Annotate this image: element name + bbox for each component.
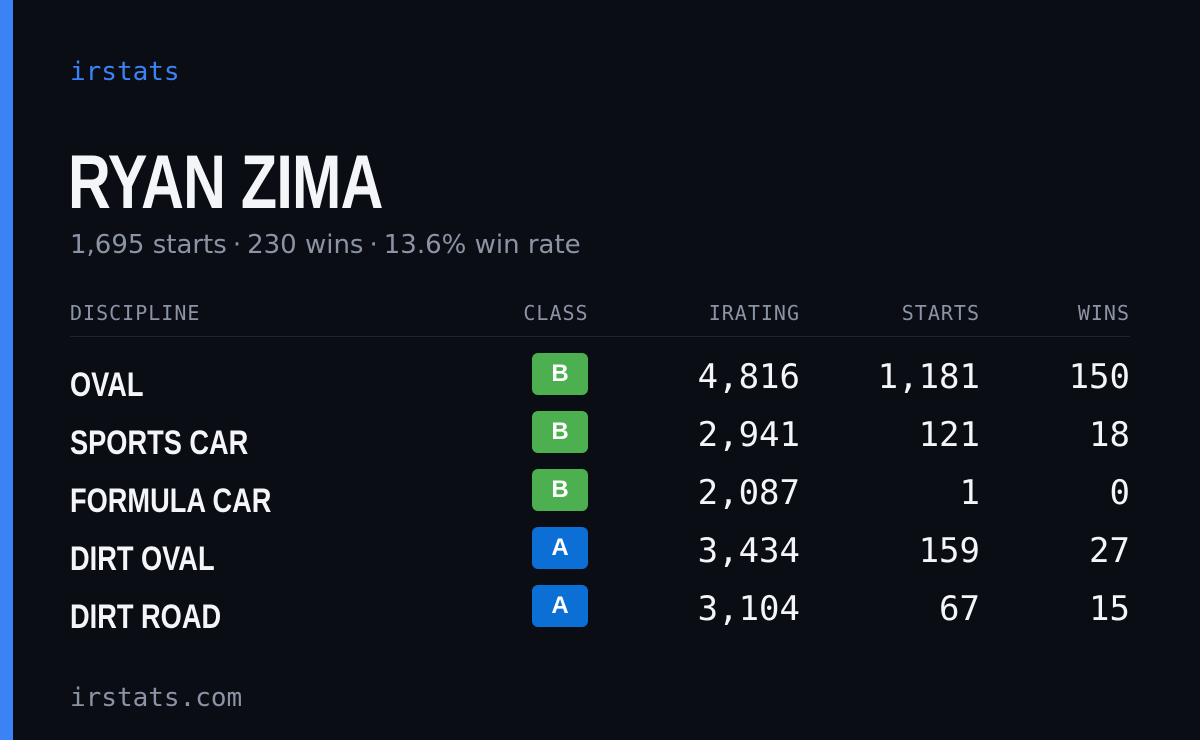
wins-value: 0 — [1109, 473, 1130, 513]
wins-value: 18 — [1089, 415, 1130, 455]
win-rate-summary: 13.6% win rate — [383, 230, 581, 260]
header-irating: IRATING — [708, 301, 800, 325]
class-badge: B — [532, 411, 588, 453]
starts-value: 159 — [918, 531, 980, 571]
table-header: DISCIPLINE CLASS IRATING STARTS WINS — [70, 296, 1130, 337]
brand-logo: irstats — [70, 57, 180, 87]
class-badge: A — [532, 527, 588, 569]
table-body: OVAL B 4,816 1,181 150 SPORTS CAR B 2,94… — [70, 337, 1130, 643]
header-discipline: DISCIPLINE — [70, 301, 201, 325]
irating-value: 3,104 — [697, 589, 800, 629]
starts-value: 1 — [959, 473, 980, 513]
table-row: SPORTS CAR B 2,941 121 18 — [70, 411, 1130, 469]
class-badge: B — [532, 353, 588, 395]
driver-name: RYAN ZIMA — [68, 140, 383, 225]
starts-value: 1,181 — [877, 357, 980, 397]
table-row: FORMULA CAR B 2,087 1 0 — [70, 469, 1130, 527]
header-starts: STARTS — [901, 301, 980, 325]
table-row: DIRT ROAD A 3,104 67 15 — [70, 585, 1130, 643]
irating-value: 2,941 — [697, 415, 800, 455]
class-badge: B — [532, 469, 588, 511]
discipline-name: DIRT ROAD — [70, 598, 222, 636]
irating-value: 4,816 — [697, 357, 800, 397]
footer-url: irstats.com — [70, 683, 243, 713]
discipline-name: SPORTS CAR — [70, 424, 249, 462]
wins-summary: 230 wins — [247, 230, 364, 260]
starts-summary: 1,695 starts — [70, 230, 227, 260]
wins-value: 27 — [1089, 531, 1130, 571]
accent-bar — [0, 0, 13, 740]
header-class: CLASS — [523, 301, 589, 325]
separator: · — [232, 230, 242, 260]
separator: · — [369, 230, 378, 260]
discipline-name: DIRT OVAL — [70, 540, 215, 578]
table-row: OVAL B 4,816 1,181 150 — [70, 353, 1130, 411]
discipline-name: OVAL — [70, 366, 144, 404]
class-badge: A — [532, 585, 588, 627]
driver-summary: 1,695 starts · 230 wins · 13.6% win rate — [70, 228, 581, 262]
discipline-name: FORMULA CAR — [70, 482, 272, 520]
starts-value: 67 — [939, 589, 980, 629]
wins-value: 150 — [1068, 357, 1130, 397]
stats-table: DISCIPLINE CLASS IRATING STARTS WINS OVA… — [70, 296, 1130, 643]
header-wins: WINS — [1077, 301, 1130, 325]
irating-value: 2,087 — [697, 473, 800, 513]
starts-value: 121 — [918, 415, 980, 455]
wins-value: 15 — [1089, 589, 1130, 629]
irating-value: 3,434 — [697, 531, 800, 571]
table-row: DIRT OVAL A 3,434 159 27 — [70, 527, 1130, 585]
